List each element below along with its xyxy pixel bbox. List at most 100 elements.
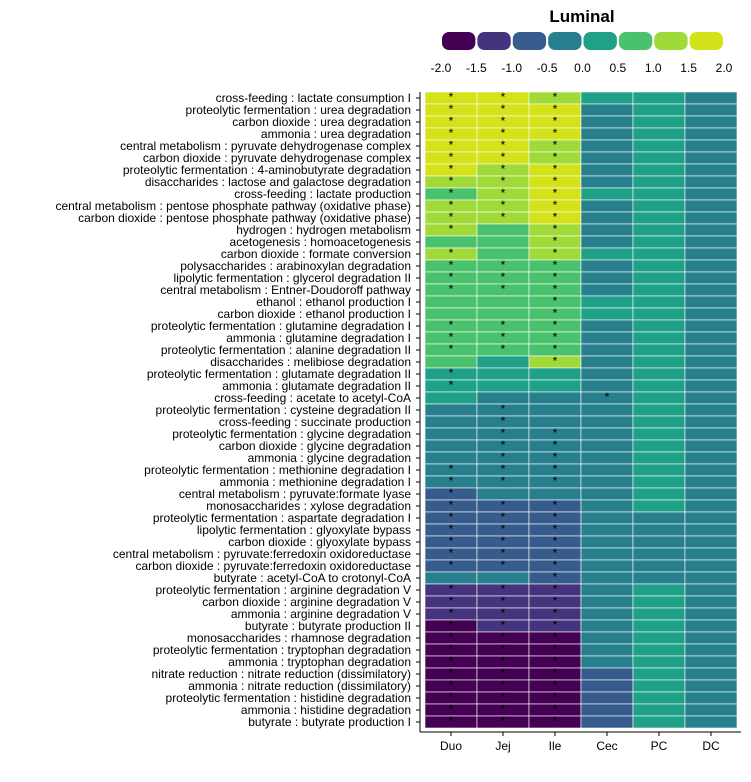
significance-star: * <box>553 630 558 644</box>
row-label: ammonia : histidine degradation <box>241 703 411 717</box>
heatmap-cell <box>632 679 686 693</box>
significance-star: * <box>449 474 454 488</box>
heatmap-cell <box>632 439 686 453</box>
row-label: carbon dioxide : pyruvate:ferredoxin oxi… <box>136 559 412 573</box>
heatmap-cell <box>684 655 738 669</box>
significance-star: * <box>449 630 454 644</box>
heatmap-cell <box>580 595 634 609</box>
significance-star: * <box>553 186 558 200</box>
significance-star: * <box>449 318 454 332</box>
row-label: carbon dioxide : glyoxylate bypass <box>228 535 411 549</box>
heatmap-cell <box>476 355 530 369</box>
significance-star: * <box>449 690 454 704</box>
significance-star: * <box>553 426 558 440</box>
heatmap-cell <box>632 595 686 609</box>
row-label: cross-feeding : lactate production <box>234 187 411 201</box>
heatmap-cell <box>632 247 686 261</box>
significance-star: * <box>501 618 506 632</box>
row-label: monosaccharides : rhamnose degradation <box>187 631 411 645</box>
significance-star: * <box>553 162 558 176</box>
significance-star: * <box>449 558 454 572</box>
significance-star: * <box>501 606 506 620</box>
heatmap-cell <box>632 391 686 405</box>
heatmap-cell <box>528 391 582 405</box>
significance-star: * <box>553 102 558 116</box>
row-label: ammonia : glycine degradation <box>248 451 411 465</box>
significance-star: * <box>553 330 558 344</box>
heatmap-cell <box>580 475 634 489</box>
heatmap-cell <box>580 487 634 501</box>
heatmap-cell <box>684 547 738 561</box>
significance-star: * <box>449 486 454 500</box>
heatmap-cell <box>684 619 738 633</box>
heatmap-cell <box>632 403 686 417</box>
heatmap-cell <box>684 715 738 729</box>
heatmap-cell <box>684 679 738 693</box>
heatmap-cell <box>632 463 686 477</box>
significance-star: * <box>449 282 454 296</box>
row-label: ammonia : nitrate reduction (dissimilato… <box>188 679 411 693</box>
significance-star: * <box>553 246 558 260</box>
heatmap-cell <box>528 379 582 393</box>
heatmap-cell <box>580 691 634 705</box>
significance-star: * <box>449 186 454 200</box>
significance-star: * <box>449 366 454 380</box>
heatmap-cell <box>632 331 686 345</box>
significance-star: * <box>449 498 454 512</box>
heatmap-cell <box>580 307 634 321</box>
heatmap-cell <box>684 559 738 573</box>
heatmap-cell <box>424 427 478 441</box>
significance-star: * <box>449 150 454 164</box>
significance-star: * <box>449 702 454 716</box>
row-label: acetogenesis : homoacetogenesis <box>230 235 411 249</box>
significance-star: * <box>449 102 454 116</box>
heatmap-cell <box>632 319 686 333</box>
column-label: Jej <box>495 739 510 753</box>
row-label: lipolytic fermentation : glycerol degrad… <box>174 271 411 285</box>
heatmap-cell <box>684 463 738 477</box>
heatmap-cell <box>580 91 634 105</box>
column-labels: Duo Jej Ile Cec PC DC <box>440 739 720 753</box>
heatmap-cell <box>684 391 738 405</box>
heatmap-cell <box>580 655 634 669</box>
significance-star: * <box>553 234 558 248</box>
significance-star: * <box>501 258 506 272</box>
heatmap-cell <box>684 379 738 393</box>
heatmap-cell <box>632 571 686 585</box>
significance-star: * <box>449 342 454 356</box>
heatmap-cell <box>632 511 686 525</box>
heatmap-cell <box>580 151 634 165</box>
heatmap-cell <box>684 151 738 165</box>
significance-star: * <box>501 678 506 692</box>
significance-star: * <box>553 150 558 164</box>
heatmap-cell <box>632 667 686 681</box>
heatmap-cell <box>684 331 738 345</box>
significance-star: * <box>449 138 454 152</box>
heatmap-cell <box>424 403 478 417</box>
heatmap-cell <box>580 187 634 201</box>
row-label: butyrate : butyrate production I <box>248 715 411 729</box>
heatmap-cell <box>528 367 582 381</box>
row-label: ammonia : arginine degradation V <box>231 607 411 621</box>
heatmap-cell <box>684 403 738 417</box>
significance-star: * <box>605 390 610 404</box>
significance-star: * <box>553 294 558 308</box>
heatmap-cells <box>424 91 738 729</box>
significance-star: * <box>501 186 506 200</box>
heatmap-cell <box>580 607 634 621</box>
heatmap-cell <box>684 583 738 597</box>
significance-star: * <box>501 402 506 416</box>
heatmap-cell <box>632 655 686 669</box>
row-label: proteolytic fermentation : tryptophan de… <box>153 643 411 657</box>
significance-star: * <box>501 594 506 608</box>
heatmap-cell <box>684 355 738 369</box>
heatmap-cell <box>632 91 686 105</box>
heatmap-cell <box>632 631 686 645</box>
legend-swatch <box>548 32 582 50</box>
heatmap-cell <box>580 463 634 477</box>
heatmap-cell <box>580 679 634 693</box>
heatmap-cell <box>424 415 478 429</box>
row-label: carbon dioxide : formate conversion <box>221 247 411 261</box>
significance-star: * <box>449 114 454 128</box>
